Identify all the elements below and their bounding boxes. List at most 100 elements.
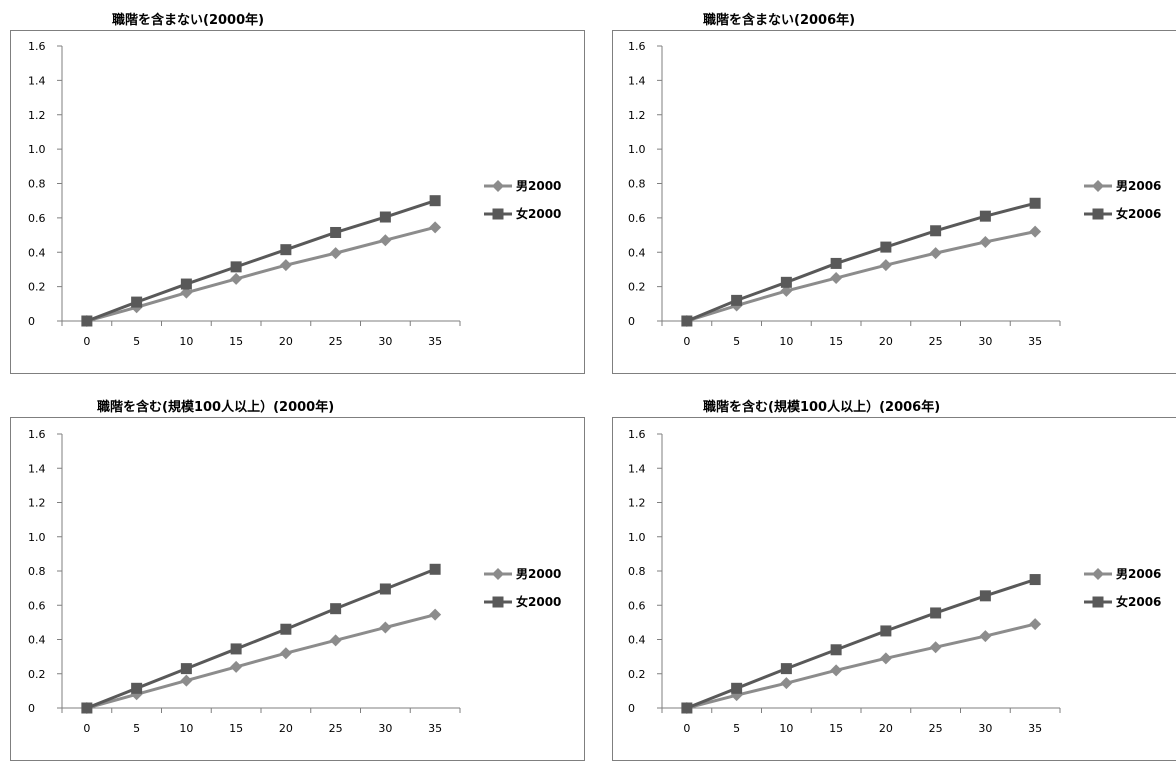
y-tick-label: 1.4 (28, 74, 46, 87)
series-line-male (86, 613, 436, 710)
data-point-male (230, 272, 243, 285)
legend-label: 女2006 (1116, 594, 1161, 609)
data-point-male (329, 247, 342, 260)
x-tick-label: 5 (733, 335, 740, 348)
y-tick-label: 0.2 (28, 281, 46, 294)
legend-marker (492, 180, 504, 192)
data-point-male (279, 259, 292, 272)
y-tick-label: 0 (28, 702, 35, 715)
legend-marker (1092, 180, 1104, 192)
data-point-female (429, 563, 441, 575)
legend-label: 男2000 (516, 179, 561, 193)
y-tick-label: 1.4 (28, 462, 46, 475)
y-tick-label: 1.0 (628, 531, 646, 544)
legend-marker (1092, 208, 1104, 220)
legend-marker (492, 568, 504, 580)
data-point-female (731, 294, 743, 306)
x-tick-label: 35 (1028, 722, 1042, 735)
y-tick-label: 0.6 (628, 212, 646, 225)
data-point-female (681, 315, 693, 327)
chart-title: 職階を含む(規模100人以上）(2006年) (703, 400, 941, 415)
data-point-female (930, 607, 942, 619)
data-point-female (280, 623, 292, 635)
x-tick-label: 25 (329, 722, 343, 735)
data-point-female (681, 702, 693, 714)
data-point-female (1029, 197, 1041, 209)
data-point-female (81, 702, 93, 714)
legend-label: 男2006 (1116, 567, 1161, 581)
data-point-male (979, 235, 992, 248)
data-point-male (879, 259, 892, 272)
data-point-female (330, 226, 342, 238)
y-tick-label: 0.2 (28, 668, 46, 681)
series-line-female (86, 567, 436, 710)
data-point-female (830, 257, 842, 269)
data-point-male (329, 634, 342, 647)
x-tick-label: 30 (978, 335, 992, 348)
chart-svg: 0 0.2 0.4 0.6 0.8 1.0 1.2 1.4 1.6 0 5 10 15 20 25 30 35 男… (28, 40, 561, 348)
x-tick-label: 10 (779, 722, 793, 735)
y-tick-label: 1.6 (628, 428, 646, 441)
y-tick-label: 1.4 (628, 74, 646, 87)
data-point-male (1029, 225, 1042, 238)
data-point-female (230, 643, 242, 655)
data-point-female (780, 663, 792, 675)
chart-svg: 0 0.2 0.4 0.6 0.8 1.0 1.2 1.4 1.6 0 5 10 15 20 25 30 35 男… (28, 428, 561, 735)
chart-panel-2: 職階を含まない(2006年) 0 0.2 0.4 0.6 0.8 1.0 1.2 1.4 1.6… (600, 0, 1176, 380)
y-tick-label: 0 (628, 702, 635, 715)
y-tick-label: 1.4 (628, 462, 646, 475)
data-point-female (830, 644, 842, 656)
data-point-male (830, 664, 843, 677)
data-point-male (929, 641, 942, 654)
data-point-female (731, 682, 743, 694)
chart-frame (612, 30, 1176, 374)
data-point-male (780, 677, 793, 690)
data-point-male (230, 660, 243, 673)
x-tick-label: 15 (229, 722, 243, 735)
data-point-female (379, 583, 391, 595)
y-tick-label: 0.4 (28, 634, 46, 647)
y-tick-label: 0 (28, 315, 35, 328)
data-point-female (979, 210, 991, 222)
data-point-female (81, 315, 93, 327)
legend-label: 女2000 (516, 206, 561, 221)
legend-label: 女2006 (1116, 206, 1161, 221)
data-point-female (979, 590, 991, 602)
data-point-female (280, 244, 292, 256)
data-point-male (429, 608, 442, 621)
y-tick-label: 0.4 (628, 634, 646, 647)
y-tick-label: 1.2 (628, 109, 646, 122)
data-point-female (131, 682, 143, 694)
x-tick-label: 10 (179, 335, 193, 348)
chart-panel-3: 職階を含む(規模100人以上）(2000年) 0 0.2 0.4 0.6 0.8 1.0 1… (0, 388, 588, 761)
x-tick-label: 0 (683, 722, 690, 735)
series-line-female (686, 578, 1036, 710)
y-tick-label: 0.8 (628, 565, 646, 578)
x-tick-label: 35 (428, 335, 442, 348)
y-tick-label: 0.8 (28, 178, 46, 191)
data-point-female (1029, 574, 1041, 586)
chart-title: 職階を含まない(2006年) (703, 13, 856, 28)
x-tick-label: 15 (229, 335, 243, 348)
y-tick-label: 1.2 (28, 497, 46, 510)
x-tick-label: 10 (779, 335, 793, 348)
data-point-male (180, 286, 193, 299)
series-line-female (686, 201, 1036, 323)
y-tick-label: 1.6 (28, 428, 46, 441)
legend-label: 男2006 (1116, 179, 1161, 193)
y-tick-label: 1.0 (28, 143, 46, 156)
chart-panel-1: 職階を含まない(2000年) 0 0.2 0.4 0.6 0.8 1.0 1.2 1.4 1.6… (0, 0, 588, 380)
y-tick-label: 0.4 (28, 246, 46, 259)
y-tick-label: 1.2 (628, 497, 646, 510)
data-point-male (830, 272, 843, 285)
legend-label: 男2000 (516, 567, 561, 581)
x-tick-label: 20 (879, 335, 893, 348)
y-tick-label: 0.6 (28, 599, 46, 612)
data-point-male (379, 621, 392, 634)
y-tick-label: 1.6 (28, 40, 46, 53)
data-point-female (180, 663, 192, 675)
data-point-male (1029, 618, 1042, 631)
data-point-female (330, 603, 342, 615)
data-point-male (180, 674, 193, 687)
series-line-female (86, 199, 436, 323)
